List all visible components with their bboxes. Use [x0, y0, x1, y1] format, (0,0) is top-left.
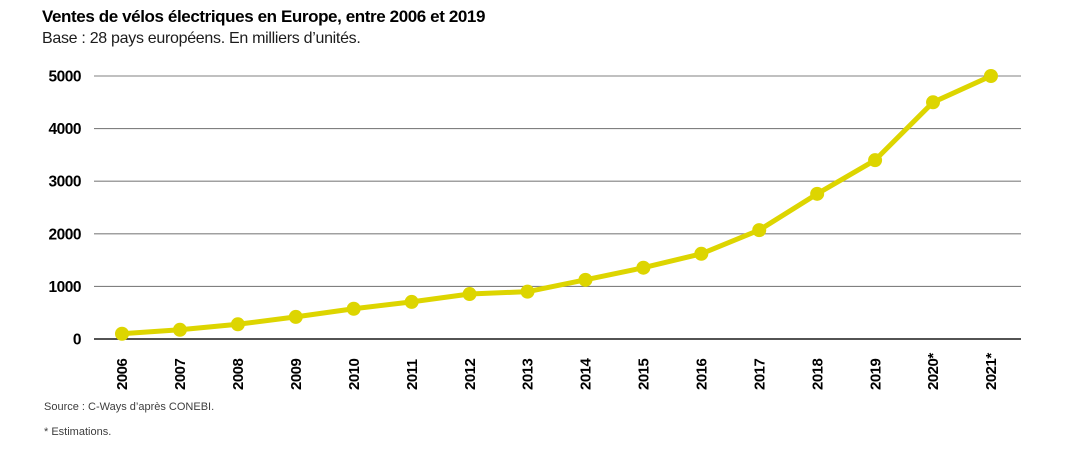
y-tick-label: 5000	[49, 69, 81, 86]
data-point-2010	[346, 301, 361, 316]
data-point-2016	[694, 246, 709, 261]
x-tick-label: 2019	[867, 358, 884, 390]
data-point-2014	[578, 272, 593, 287]
data-point-2021-est	[983, 69, 998, 83]
y-tick-label: 4000	[49, 121, 81, 138]
chart-subtitle: Base : 28 pays européens. En milliers d’…	[42, 30, 361, 47]
x-tick-label: 2008	[230, 358, 247, 390]
x-tick-label: 2015	[636, 358, 653, 390]
x-tick-label: 2018	[809, 358, 826, 390]
data-point-2020-est	[926, 95, 941, 110]
data-point-2006	[115, 326, 129, 341]
x-tick-label: 2016	[694, 358, 711, 390]
data-point-2009	[288, 309, 303, 324]
chart-title: Ventes de vélos électriques en Europe, e…	[42, 7, 486, 26]
data-point-2008	[230, 317, 245, 332]
y-tick-label: 3000	[49, 174, 81, 191]
data-point-2013	[520, 284, 535, 299]
x-tick-label: 2009	[288, 358, 305, 390]
source-note: Source : C-Ways d’après CONEBI.	[44, 401, 215, 413]
x-tick-label: 2011	[404, 359, 421, 390]
x-tick-label: 2021*	[983, 353, 1000, 390]
x-tick-label: 2013	[520, 358, 537, 390]
estimations-note: * Estimations.	[44, 426, 112, 438]
y-tick-label: 2000	[49, 226, 81, 243]
x-tick-label: 2020*	[925, 353, 942, 390]
x-tick-label: 2010	[346, 358, 363, 390]
data-point-2012	[462, 287, 477, 302]
x-tick-label: 2006	[114, 358, 131, 390]
data-point-2011	[404, 294, 419, 309]
x-tick-label: 2012	[462, 358, 479, 390]
data-point-2007	[172, 322, 187, 337]
x-tick-label: 2007	[172, 358, 189, 390]
x-tick-label: 2014	[578, 357, 595, 390]
data-point-2018	[810, 186, 825, 201]
y-tick-label: 0	[73, 332, 81, 349]
data-point-2017	[752, 223, 767, 238]
data-point-2019	[868, 153, 883, 168]
sales-line	[119, 73, 994, 337]
x-tick-label: 2017	[751, 358, 768, 390]
data-point-2015	[636, 260, 651, 275]
y-tick-label: 1000	[49, 279, 81, 296]
